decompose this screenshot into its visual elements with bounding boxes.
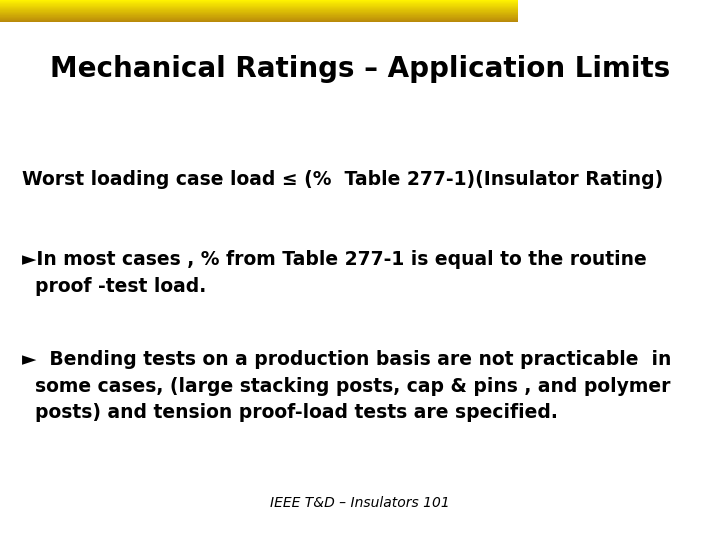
Bar bbox=[0, 2, 518, 3]
Text: ►  Bending tests on a production basis are not practicable  in
  some cases, (la: ► Bending tests on a production basis ar… bbox=[22, 350, 671, 422]
Text: ►In most cases , % from Table 277-1 is equal to the routine
  proof -test load.: ►In most cases , % from Table 277-1 is e… bbox=[22, 250, 647, 295]
Bar bbox=[0, 18, 518, 19]
Bar bbox=[0, 7, 518, 8]
Bar bbox=[0, 15, 518, 16]
Bar bbox=[0, 17, 518, 18]
Text: Mechanical Ratings – Application Limits: Mechanical Ratings – Application Limits bbox=[50, 55, 670, 83]
Text: Worst loading case load ≤ (%  Table 277-1)(Insulator Rating): Worst loading case load ≤ (% Table 277-1… bbox=[22, 170, 663, 189]
Bar bbox=[0, 19, 518, 20]
Bar bbox=[0, 21, 518, 22]
Bar bbox=[0, 9, 518, 10]
Bar bbox=[0, 0, 518, 1]
Text: IEEE T&D – Insulators 101: IEEE T&D – Insulators 101 bbox=[270, 496, 450, 510]
Bar bbox=[0, 12, 518, 13]
Bar bbox=[0, 4, 518, 5]
Bar bbox=[0, 16, 518, 17]
Bar bbox=[0, 8, 518, 9]
Bar bbox=[0, 1, 518, 2]
Bar bbox=[0, 14, 518, 15]
Bar bbox=[0, 20, 518, 21]
Bar bbox=[0, 6, 518, 7]
Bar bbox=[0, 5, 518, 6]
Bar bbox=[0, 3, 518, 4]
Bar bbox=[0, 13, 518, 14]
Bar bbox=[0, 10, 518, 11]
Bar bbox=[0, 11, 518, 12]
